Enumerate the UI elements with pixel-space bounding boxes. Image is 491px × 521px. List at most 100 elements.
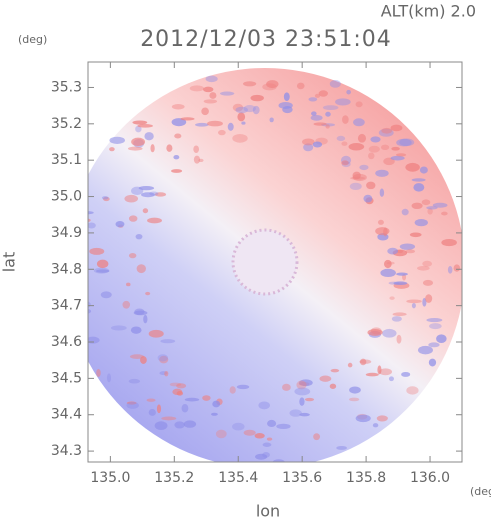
speckle-blob <box>252 105 260 115</box>
speckle-blob <box>88 301 91 308</box>
speckle-blob <box>426 206 438 210</box>
speckle-blob <box>441 211 448 216</box>
speckle-blob <box>88 308 92 314</box>
speckle-blob <box>180 117 195 121</box>
speckle-blob <box>174 421 185 429</box>
speckle-blob <box>128 253 137 259</box>
speckle-blob <box>171 104 185 110</box>
speckle-blob <box>174 133 182 139</box>
speckle-blob <box>202 395 211 401</box>
speckle-blob <box>368 145 380 153</box>
speckle-blob <box>380 268 396 278</box>
x-tick-label: 136.0 <box>410 470 450 486</box>
speckle-blob <box>359 358 367 366</box>
y-tick-label: 35.2 <box>51 116 82 132</box>
speckle-blob <box>296 82 305 90</box>
x-tick-label: 135.6 <box>282 470 322 486</box>
speckle-blob <box>379 368 393 376</box>
speckle-blob <box>128 215 138 222</box>
speckle-blob <box>183 420 197 428</box>
speckle-blob <box>355 101 363 108</box>
speckle-blob <box>387 247 399 255</box>
y-tick-label: 34.6 <box>51 334 82 350</box>
speckle-blob <box>232 422 245 431</box>
speckle-blob <box>140 356 147 364</box>
speckle-blob <box>432 202 448 208</box>
speckle-blob <box>144 132 154 141</box>
speckle-blob <box>243 105 256 113</box>
speckle-blob <box>329 383 337 389</box>
speckle-blob <box>258 401 270 410</box>
speckle-blob <box>294 387 311 396</box>
speckle-blob <box>427 207 433 215</box>
speckle-blob <box>405 249 416 254</box>
speckle-blob <box>453 264 461 272</box>
speckle-blob <box>365 372 379 377</box>
speckle-blob <box>232 133 248 143</box>
speckle-blob <box>130 326 142 334</box>
speckle-blob <box>131 137 146 147</box>
speckle-blob <box>189 85 205 92</box>
radar-field <box>88 68 462 462</box>
speckle-blob <box>156 404 162 414</box>
speckle-blob <box>127 146 143 151</box>
speckle-blob <box>302 138 315 146</box>
speckle-blob <box>409 232 422 238</box>
speckle-blob <box>313 122 327 126</box>
speckle-blob <box>109 147 115 152</box>
speckle-blob <box>218 129 226 136</box>
speckle-blob <box>396 334 402 344</box>
speckle-blob <box>236 384 250 390</box>
speckle-blob <box>313 433 321 441</box>
altitude-label: ALT(km) 2.0 <box>381 2 476 21</box>
speckle-blob <box>227 122 234 131</box>
speckle-blob <box>137 124 153 128</box>
speckle-blob <box>352 173 367 182</box>
speckle-blob <box>136 264 146 274</box>
speckle-blob <box>173 155 180 160</box>
speckle-blob <box>363 194 373 203</box>
speckle-blob <box>335 98 351 106</box>
speckle-blob <box>329 79 341 88</box>
speckle-blob <box>347 362 353 368</box>
speckle-blob <box>219 91 235 96</box>
speckle-blob <box>146 398 156 402</box>
speckle-blob <box>310 114 323 121</box>
speckle-blob <box>193 155 201 164</box>
speckle-blob <box>161 416 177 421</box>
speckle-blob <box>289 409 302 417</box>
speckle-blob <box>304 397 315 402</box>
plot-frame <box>87 61 463 463</box>
speckle-blob <box>157 354 169 362</box>
y-tick-label: 34.9 <box>51 225 82 241</box>
speckle-blob <box>166 144 173 152</box>
speckle-blob <box>148 329 164 338</box>
speckle-blob <box>269 117 274 123</box>
speckle-blob <box>154 192 167 197</box>
speckle-blob <box>377 365 382 375</box>
speckle-blob <box>417 345 433 355</box>
speckle-blob <box>148 409 156 416</box>
speckle-blob <box>406 299 422 304</box>
speckle-blob <box>399 243 416 250</box>
speckle-blob <box>115 220 125 228</box>
speckle-blob <box>149 191 159 196</box>
speckle-blob <box>109 136 125 144</box>
speckle-blob <box>212 400 221 408</box>
speckle-blob <box>203 99 218 104</box>
speckle-blob <box>215 429 227 439</box>
speckle-blob <box>370 136 381 143</box>
speckle-blob <box>176 391 184 396</box>
speckle-blob <box>441 238 457 247</box>
speckle-blob <box>229 386 236 394</box>
speckle-blob <box>382 328 397 338</box>
speckle-blob <box>377 219 384 225</box>
speckle-blob <box>198 158 204 163</box>
speckle-blob <box>241 121 246 125</box>
speckle-blob <box>348 397 360 402</box>
speckle-blob <box>237 112 246 122</box>
speckle-blob <box>396 272 408 276</box>
speckle-blob <box>389 296 395 300</box>
speckle-blob <box>314 93 321 98</box>
speckle-blob <box>203 86 214 93</box>
